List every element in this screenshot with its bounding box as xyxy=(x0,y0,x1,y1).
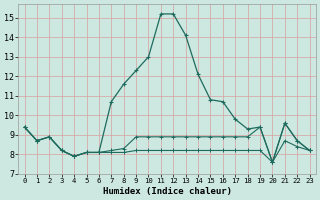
X-axis label: Humidex (Indice chaleur): Humidex (Indice chaleur) xyxy=(103,187,232,196)
